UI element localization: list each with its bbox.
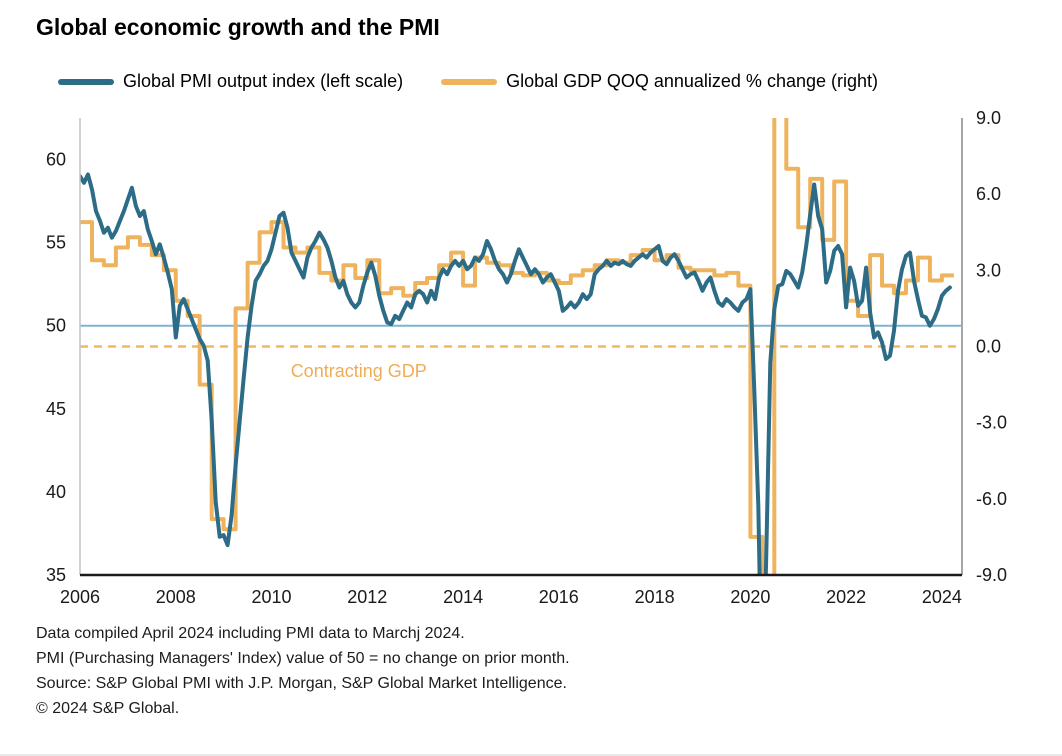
left-axis-tick-label: 45 [46, 399, 66, 419]
x-axis-tick-label: 2018 [635, 587, 675, 607]
right-axis-tick-label: 6.0 [976, 184, 1001, 204]
left-axis-tick-label: 35 [46, 565, 66, 585]
legend-item-pmi: Global PMI output index (left scale) [58, 71, 403, 92]
legend-item-gdp: Global GDP QOQ annualized % change (righ… [441, 71, 878, 92]
x-axis-tick-label: 2008 [156, 587, 196, 607]
x-axis-tick-label: 2012 [347, 587, 387, 607]
left-axis-tick-label: 60 [46, 150, 66, 170]
footnote-copyright: © 2024 S&P Global. [36, 700, 180, 717]
left-axis-tick-label: 55 [46, 233, 66, 253]
x-axis-tick-label: 2024 [922, 587, 962, 607]
x-axis-tick-label: 2020 [730, 587, 770, 607]
right-axis-tick-label: -6.0 [976, 489, 1007, 509]
footnote-source: Source: S&P Global PMI with J.P. Morgan,… [36, 675, 567, 692]
x-axis-tick-label: 2016 [539, 587, 579, 607]
legend-label-gdp: Global GDP QOQ annualized % change (righ… [506, 71, 878, 91]
left-axis-tick-label: 40 [46, 482, 66, 502]
right-axis-tick-label: 9.0 [976, 108, 1001, 128]
footnotes: Data compiled April 2024 including PMI d… [36, 621, 570, 721]
legend: Global PMI output index (left scale) Glo… [58, 71, 878, 92]
legend-label-pmi: Global PMI output index (left scale) [123, 71, 404, 91]
footnote-data-compiled: Data compiled April 2024 including PMI d… [36, 625, 465, 642]
contracting-gdp-label: Contracting GDP [291, 361, 427, 381]
right-axis-tick-label: -9.0 [976, 565, 1007, 585]
right-axis-tick-label: 3.0 [976, 260, 1001, 280]
pmi-line-swatch-icon [58, 78, 114, 85]
x-axis-tick-label: 2014 [443, 587, 483, 607]
x-axis-tick-label: 2006 [60, 587, 100, 607]
pmi-series-line [80, 172, 952, 575]
footnote-pmi-definition: PMI (Purchasing Managers' Index) value o… [36, 650, 570, 667]
x-axis-tick-label: 2022 [826, 587, 866, 607]
left-axis-tick-label: 50 [46, 316, 66, 336]
gdp-line-swatch-icon [441, 78, 498, 85]
chart-title: Global economic growth and the PMI [36, 14, 440, 40]
x-axis-tick-label: 2010 [251, 587, 291, 607]
right-axis-tick-label: -3.0 [976, 413, 1007, 433]
right-axis-tick-label: 0.0 [976, 337, 1001, 357]
